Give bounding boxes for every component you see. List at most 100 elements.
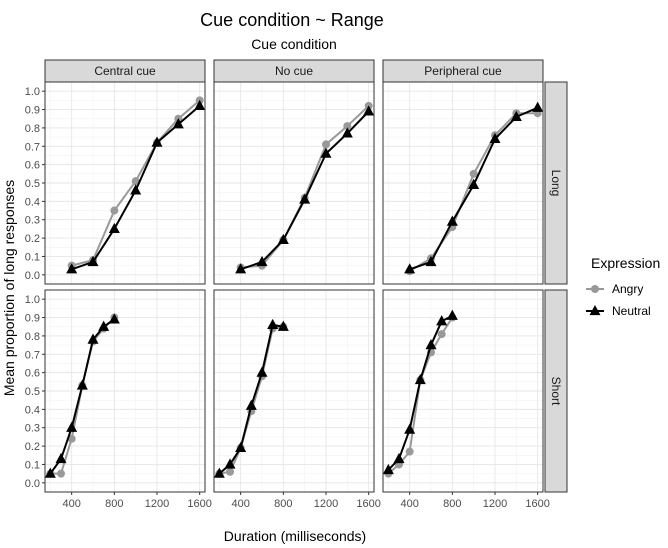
y-tick-label: 0.0: [25, 270, 40, 282]
data-point-neutral: [256, 255, 268, 267]
data-point-neutral: [299, 193, 311, 204]
y-tick-label: 0.7: [25, 349, 40, 361]
data-point-neutral: [256, 366, 268, 377]
data-point-neutral: [404, 263, 416, 274]
x-tick-label: 1200: [483, 498, 507, 510]
data-point-neutral: [87, 255, 99, 267]
data-point-neutral: [425, 255, 437, 267]
y-tick-label: 0.4: [25, 196, 40, 208]
x-tick-label: 1600: [525, 498, 549, 510]
data-point-neutral: [151, 136, 163, 147]
panels-layer: Central cue No cue Peripheral cue Long Short…: [25, 59, 568, 510]
data-point-angry: [343, 122, 352, 131]
data-point-neutral: [425, 339, 437, 350]
panel-border: [382, 289, 544, 493]
panel-short-no-cue: [213, 289, 375, 493]
panel-short-peripheral-cue: [382, 289, 544, 493]
legend-marker-angry: [591, 285, 599, 293]
strip-label-no-cue: No cue: [275, 64, 313, 78]
data-point-angry: [405, 447, 414, 456]
y-tick-label: 0.1: [25, 459, 40, 471]
y-tick-label: 0.9: [25, 105, 40, 117]
legend-title: Expression: [591, 255, 660, 271]
data-point-neutral: [489, 132, 501, 144]
x-tick-label: 800: [105, 498, 123, 510]
data-point-neutral: [66, 421, 78, 432]
x-tick-label: 1600: [356, 498, 380, 510]
y-tick-label: 0.4: [25, 404, 40, 416]
data-point-neutral: [393, 452, 405, 464]
x-axis-title: Duration (milliseconds): [224, 528, 366, 544]
y-tick-label: 0.5: [25, 386, 40, 398]
y-tick-label: 0.0: [25, 478, 40, 490]
data-point-neutral: [108, 222, 120, 234]
x-tick-label: 1200: [145, 498, 169, 510]
y-tick-label: 0.3: [25, 423, 40, 435]
x-tick-label: 400: [231, 498, 249, 510]
data-point-neutral: [108, 313, 120, 324]
data-point-neutral: [44, 467, 56, 478]
data-point-neutral: [55, 452, 67, 464]
data-point-neutral: [76, 379, 88, 390]
data-point-angry: [322, 140, 330, 149]
data-point-neutral: [510, 110, 522, 122]
x-tick-label: 800: [443, 498, 461, 510]
data-point-neutral: [277, 233, 289, 245]
data-point-neutral: [235, 441, 247, 453]
y-tick-label: 0.2: [25, 441, 40, 453]
data-point-neutral: [436, 315, 448, 326]
x-tick-label: 1200: [314, 498, 338, 510]
data-point-neutral: [267, 318, 279, 330]
x-tick-label: 400: [62, 498, 80, 510]
legend-label-neutral: Neutral: [612, 304, 651, 318]
x-tick-label: 800: [274, 498, 292, 510]
y-tick-label: 0.6: [25, 160, 40, 172]
data-point-angry: [437, 330, 446, 339]
strip-label-peripheral-cue: Peripheral cue: [424, 64, 502, 78]
y-tick-label: 0.1: [25, 251, 40, 263]
panel-long-no-cue: [213, 81, 375, 285]
panel-long-peripheral-cue: [382, 81, 544, 285]
y-tick-label: 0.8: [25, 123, 40, 135]
data-point-neutral: [446, 309, 458, 320]
data-point-angry: [110, 206, 119, 215]
facet-column-title: Cue condition: [251, 36, 337, 52]
data-point-neutral: [277, 320, 289, 331]
data-point-neutral: [66, 263, 78, 274]
strip-label-short: Short: [549, 377, 563, 406]
data-point-neutral: [414, 373, 426, 385]
data-point-neutral: [194, 99, 206, 110]
y-tick-label: 0.2: [25, 233, 40, 245]
panel-border: [213, 289, 375, 493]
data-point-neutral: [224, 458, 236, 469]
y-tick-label: 0.8: [25, 331, 40, 343]
data-point-neutral: [87, 333, 99, 344]
data-point-neutral: [446, 215, 458, 226]
data-point-neutral: [363, 105, 375, 116]
data-point-angry: [131, 177, 140, 186]
y-tick-label: 1.0: [25, 294, 40, 306]
y-tick-label: 0.5: [25, 178, 40, 190]
data-point-neutral: [532, 101, 544, 112]
legend: Expression Angry Neutral: [586, 255, 660, 318]
legend-marker-neutral: [589, 304, 601, 316]
y-tick-label: 0.3: [25, 215, 40, 227]
strip-short-bg: [544, 289, 568, 493]
data-point-neutral: [235, 263, 247, 274]
strip-label-central-cue: Central cue: [94, 64, 156, 78]
data-point-neutral: [172, 118, 184, 129]
data-point-neutral: [468, 178, 480, 189]
chart-title: Cue condition ~ Range: [200, 10, 384, 30]
legend-label-angry: Angry: [612, 282, 643, 296]
data-point-neutral: [404, 423, 416, 434]
data-point-neutral: [245, 399, 257, 410]
y-tick-label: 0.7: [25, 141, 40, 153]
data-point-angry: [67, 434, 76, 443]
y-tick-label: 0.9: [25, 313, 40, 325]
x-tick-label: 400: [400, 498, 418, 510]
strip-label-long: Long: [549, 170, 563, 197]
data-point-neutral: [213, 467, 225, 478]
data-point-angry: [226, 467, 234, 476]
data-point-neutral: [382, 463, 394, 475]
